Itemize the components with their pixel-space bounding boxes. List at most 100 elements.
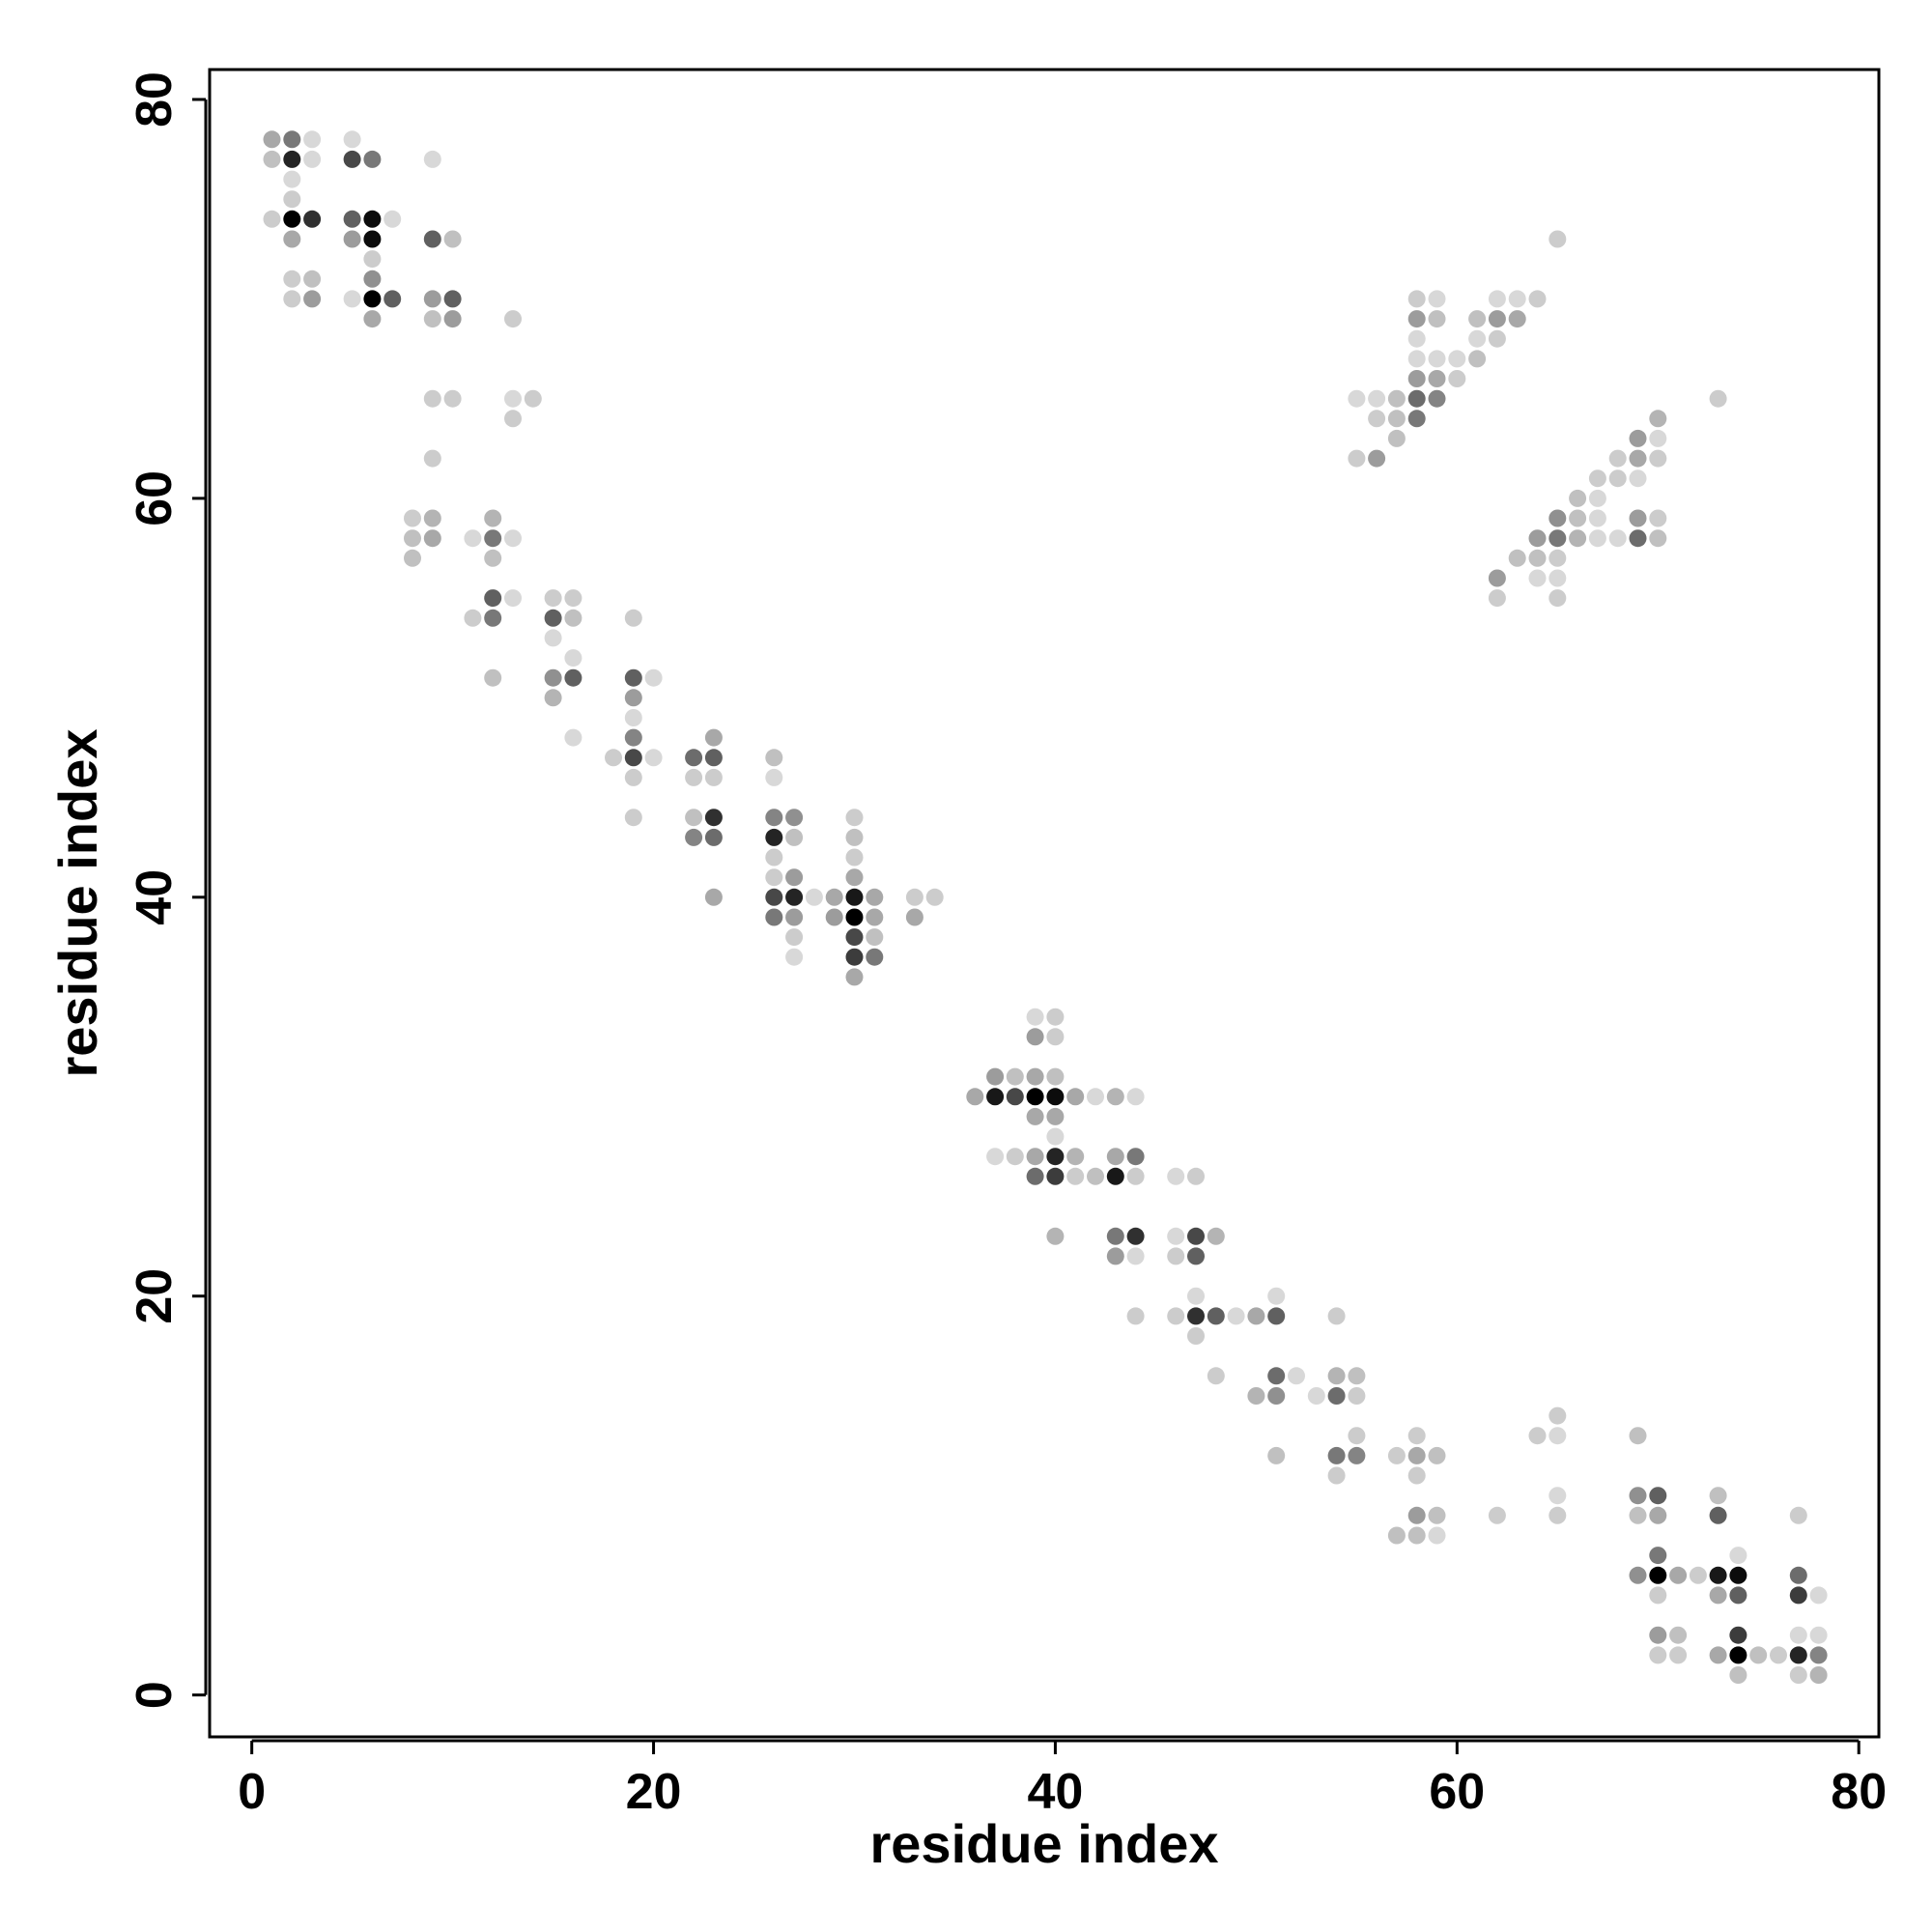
data-point — [283, 170, 301, 188]
data-point — [1649, 1586, 1667, 1605]
data-point — [343, 210, 361, 228]
data-point — [1046, 1127, 1065, 1146]
data-point — [704, 809, 723, 827]
data-point — [1709, 1506, 1727, 1524]
data-point — [1167, 1227, 1185, 1245]
data-point — [404, 529, 421, 548]
data-point — [384, 290, 402, 308]
data-point — [1608, 529, 1627, 548]
data-point — [1789, 1646, 1807, 1664]
data-point — [484, 609, 502, 627]
data-point — [303, 130, 322, 149]
data-point — [1407, 410, 1426, 428]
data-point — [624, 709, 642, 726]
data-point — [404, 509, 421, 527]
data-point — [1649, 1566, 1667, 1584]
data-point — [1207, 1307, 1225, 1325]
data-point — [624, 609, 642, 627]
data-point — [785, 908, 804, 926]
data-point — [1187, 1307, 1205, 1325]
data-point — [644, 668, 663, 687]
data-point — [1709, 1487, 1727, 1505]
data-point — [263, 130, 281, 149]
data-point — [464, 529, 482, 548]
data-point — [1749, 1646, 1768, 1664]
data-point — [1629, 449, 1647, 468]
data-point — [866, 908, 884, 926]
data-point — [1126, 1227, 1145, 1245]
data-point — [704, 728, 723, 747]
data-point — [1809, 1666, 1828, 1684]
data-point — [785, 928, 804, 947]
data-point — [423, 310, 441, 328]
data-point — [1307, 1387, 1325, 1405]
x-tick-label: 40 — [1028, 1764, 1084, 1820]
data-point — [1548, 1506, 1567, 1524]
data-point — [363, 210, 382, 228]
data-point — [1247, 1387, 1265, 1405]
data-point — [1548, 230, 1567, 248]
data-point — [1488, 1506, 1506, 1524]
data-point — [303, 210, 322, 228]
data-point — [263, 150, 281, 168]
data-point — [765, 848, 783, 867]
data-point — [343, 130, 361, 149]
data-point — [1267, 1367, 1286, 1385]
data-point — [1809, 1586, 1828, 1605]
data-point — [1488, 329, 1506, 348]
data-point — [1267, 1387, 1286, 1405]
data-point — [343, 150, 361, 168]
data-point — [404, 549, 421, 567]
data-point — [1348, 1367, 1366, 1385]
data-point — [825, 888, 843, 906]
data-point — [1407, 1427, 1426, 1445]
data-point — [1649, 449, 1667, 468]
x-axis-title: residue index — [869, 1813, 1218, 1874]
data-point — [765, 749, 783, 767]
data-point — [704, 888, 723, 906]
data-point — [1288, 1367, 1305, 1385]
data-point — [443, 310, 462, 328]
data-point — [1468, 350, 1487, 368]
data-point — [1026, 1067, 1044, 1086]
data-point — [825, 908, 843, 926]
data-point — [363, 150, 382, 168]
data-point — [443, 290, 462, 308]
data-point — [1789, 1586, 1807, 1605]
data-point — [1528, 529, 1547, 548]
data-point — [1669, 1646, 1688, 1664]
x-tick-label: 60 — [1429, 1764, 1485, 1820]
data-point — [1669, 1626, 1688, 1644]
data-point — [1548, 549, 1567, 567]
data-point — [1327, 1307, 1346, 1325]
data-point — [605, 749, 622, 767]
data-point — [283, 230, 301, 248]
data-point — [1428, 1506, 1446, 1524]
data-point — [1348, 1446, 1366, 1464]
data-point — [845, 928, 864, 947]
data-point — [1649, 1487, 1667, 1505]
data-point — [1407, 1506, 1426, 1524]
x-tick-label: 80 — [1831, 1764, 1887, 1820]
x-tick-label: 0 — [238, 1764, 266, 1820]
data-point — [1488, 569, 1506, 587]
data-point — [1066, 1088, 1085, 1106]
data-point — [1569, 529, 1587, 548]
data-point — [1729, 1666, 1747, 1684]
data-point — [1187, 1287, 1205, 1305]
data-point — [1729, 1547, 1747, 1565]
data-point — [1267, 1287, 1286, 1305]
data-point — [1187, 1247, 1205, 1265]
data-point — [1789, 1666, 1807, 1684]
data-point — [685, 749, 703, 767]
data-point — [1046, 1167, 1065, 1185]
data-point — [1407, 1446, 1426, 1464]
data-point — [1187, 1167, 1205, 1185]
data-point — [564, 649, 582, 668]
data-point — [1709, 1566, 1727, 1584]
data-point — [1327, 1367, 1346, 1385]
data-point — [1649, 1646, 1667, 1664]
data-point — [1468, 329, 1487, 348]
data-point — [1649, 509, 1667, 527]
